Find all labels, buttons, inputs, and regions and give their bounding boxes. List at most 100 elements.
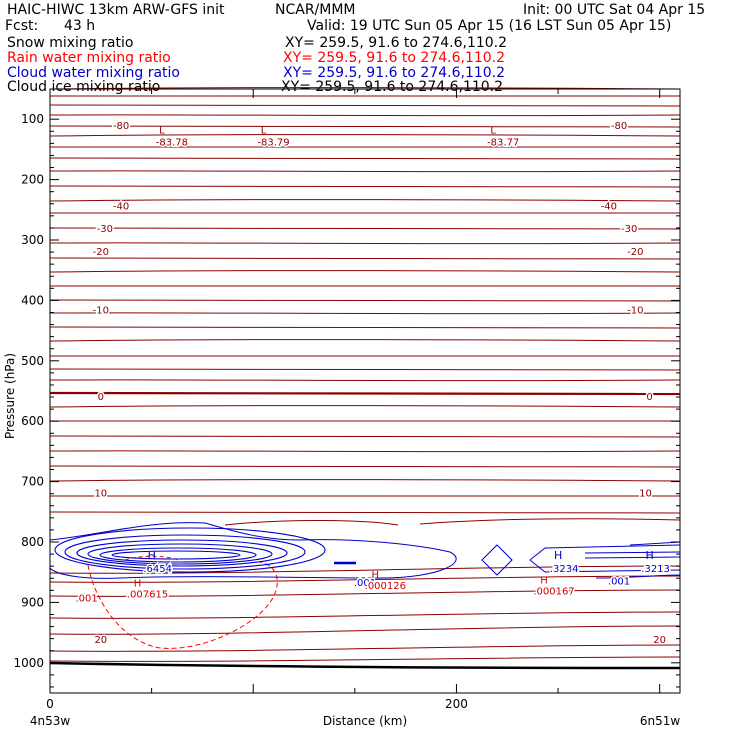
cloud-water-contour: [584, 556, 681, 559]
temperature-isoline: [49, 379, 681, 382]
temperature-label: 0: [646, 392, 652, 403]
y-tick-label: 900: [21, 595, 44, 609]
y-tick-label: 600: [21, 414, 44, 428]
temperature-isoline: [49, 134, 681, 137]
cloud-water-contour: [529, 544, 681, 561]
rain-max-value: .000126: [365, 581, 406, 592]
cloud-water-contour: [99, 547, 257, 563]
temperature-isoline: [49, 170, 681, 173]
y-tick-label: 300: [21, 233, 44, 247]
x-tick-label: 0: [46, 697, 54, 711]
temperature-isoline: [49, 157, 681, 160]
temperature-isoline: [49, 339, 681, 342]
cloud-max-value: .6454: [143, 564, 172, 575]
field-cloudice-xy: XY= 259.5, 91.6 to 274.6,110.2: [281, 79, 504, 95]
cloud-water-contour: [481, 544, 513, 576]
rain-max-marker: H: [540, 575, 548, 586]
cloud-water-contour: [529, 559, 681, 573]
temperature-isoline: [49, 270, 681, 273]
field-cloudwater-name: Cloud water mixing ratio: [7, 65, 180, 81]
cloud-max-value: .3213: [641, 564, 670, 575]
temperature-label: -20: [627, 247, 643, 258]
temperature-isoline: [49, 625, 681, 635]
plot-border: [49, 88, 681, 694]
cloud-water-contour: [76, 539, 288, 567]
temperature-contours: [49, 87, 681, 670]
cloud-max-marker: H: [148, 549, 156, 562]
cloud-water-contour: [87, 543, 273, 565]
field-rain-xy: XY= 259.5, 91.6 to 274.6,110.2: [283, 50, 506, 66]
cloud-max-value: .3234: [550, 564, 579, 575]
org-label: NCAR/MMM: [275, 2, 356, 18]
y-tick-label: 100: [21, 112, 44, 126]
temperature-isoline: [49, 199, 681, 202]
temperature-isoline: [49, 242, 681, 245]
temperature-label: -20: [93, 247, 109, 258]
x-tick-label: 200: [445, 697, 468, 711]
temperature-isoline: [49, 565, 681, 574]
low-marker: L: [490, 125, 496, 136]
rain-contour-label: .001: [75, 594, 97, 605]
field-snow-xy: XY= 259.5, 91.6 to 274.6,110.2: [285, 35, 508, 51]
temperature-isoline: [49, 435, 681, 438]
low-marker: L: [159, 125, 165, 136]
low-marker: L: [261, 125, 267, 136]
temperature-isoline: [49, 326, 681, 329]
plot-frame: [49, 88, 681, 694]
temperature-isoline: [49, 125, 681, 128]
cloud-contour-label: .001: [354, 578, 376, 589]
cloud-water-contours: [49, 522, 681, 579]
temperature-isoline: [49, 185, 681, 188]
model-title: HAIC-HIWC 13km ARW-GFS init: [7, 2, 225, 18]
temperature-isoline: [49, 479, 681, 482]
y-axis-title: Pressure (hPa): [3, 353, 17, 439]
rain-max-value: .000167: [533, 586, 574, 597]
field-snow-name: Snow mixing ratio: [7, 35, 134, 51]
rain-contour: [87, 561, 278, 649]
cloud-water-contour: [49, 522, 457, 579]
temperature-label: -10: [93, 305, 109, 316]
y-tick-label: 1000: [13, 656, 44, 670]
temperature-isoline: [49, 312, 681, 315]
temperature-isoline: [49, 104, 681, 107]
temperature-label: 0: [98, 392, 104, 403]
rain-max-marker: H: [372, 570, 380, 581]
temperature-label: -80: [113, 121, 129, 132]
rain-max-marker: H: [134, 578, 142, 589]
temperature-isoline: [49, 87, 681, 90]
temperature-isoline: [49, 114, 681, 117]
temperature-label: 20: [94, 635, 107, 646]
field-cloudice-name: Cloud ice mixing ratio: [7, 79, 161, 95]
x-axis-title: Distance (km): [323, 714, 407, 728]
y-tick-label: 700: [21, 475, 44, 489]
ground-line: [49, 661, 681, 670]
temperature-label: -40: [113, 202, 129, 213]
low-value: -83.79: [257, 137, 289, 148]
temperature-isoline: [49, 405, 681, 408]
temperature-isoline: [49, 611, 681, 619]
temperature-isoline: [49, 257, 681, 260]
y-tick-label: 400: [21, 293, 44, 307]
y-tick-label: 800: [21, 535, 44, 549]
temperature-isoline: [224, 520, 399, 526]
y-tick-label: 200: [21, 173, 44, 187]
forecast-label: Fcst:: [5, 18, 39, 34]
init-time: Init: 00 UTC Sat 04 Apr 15: [523, 2, 706, 18]
temperature-isoline: [49, 511, 681, 514]
cloud-max-marker: H: [645, 549, 653, 562]
forecast-hours: 43 h: [64, 18, 96, 34]
low-value: -83.77: [487, 137, 519, 148]
temperature-isoline: [49, 227, 681, 230]
cloud-water-contour: [64, 534, 306, 570]
temperature-label: -10: [627, 305, 643, 316]
cloud-water-contour: [584, 551, 681, 554]
temperature-label: 10: [94, 488, 107, 499]
x-start-location: 4n53w: [30, 714, 71, 728]
y-tick-label: 500: [21, 354, 44, 368]
valid-time: Valid: 19 UTC Sun 05 Apr 15 (16 LST Sun …: [307, 18, 672, 34]
temperature-isoline: [49, 575, 681, 583]
axis-ticks: [49, 89, 680, 693]
